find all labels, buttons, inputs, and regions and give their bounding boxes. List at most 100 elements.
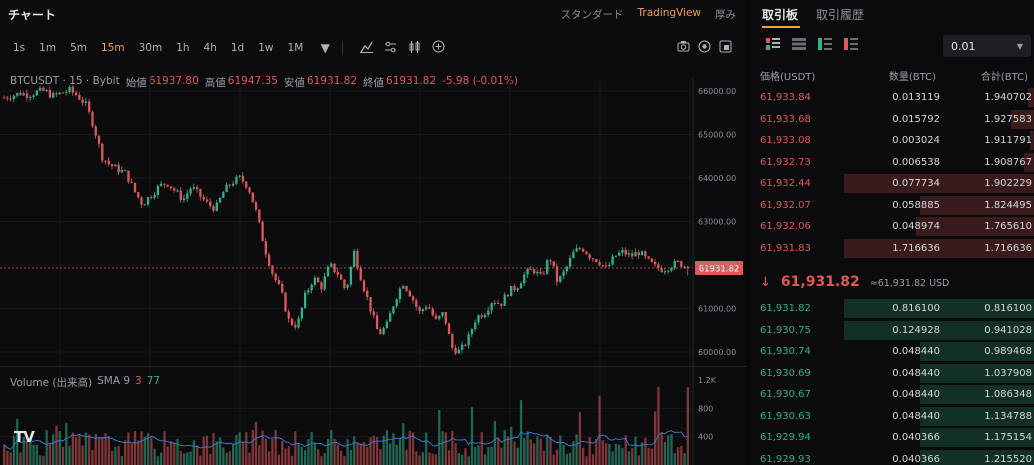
timeframe-4h[interactable]: 4h bbox=[203, 42, 217, 54]
volume-bar bbox=[539, 438, 542, 465]
candle-body bbox=[196, 187, 199, 190]
volume-bar bbox=[634, 436, 637, 465]
volume-bar bbox=[444, 432, 447, 465]
bid-row[interactable]: 61,930.74 0.048440 0.989468 bbox=[750, 342, 1034, 361]
view-bids-icon[interactable] bbox=[818, 38, 832, 50]
timeframe-1w[interactable]: 1w bbox=[258, 42, 274, 54]
indicator-icon[interactable] bbox=[357, 41, 375, 56]
ask-row[interactable]: 61,932.73 0.006538 1.908767 bbox=[750, 152, 1034, 172]
volume-bar bbox=[457, 453, 461, 465]
ask-row[interactable]: 61,932.07 0.058885 1.824495 bbox=[750, 195, 1034, 215]
timeframe-5m[interactable]: 5m bbox=[70, 42, 87, 54]
candle-body bbox=[88, 101, 91, 112]
bid-row[interactable]: 61,930.69 0.048440 1.037908 bbox=[750, 363, 1034, 383]
candle-body bbox=[6, 97, 9, 99]
active-tab-underline bbox=[762, 26, 800, 28]
tab-depth[interactable]: 厚み bbox=[715, 9, 736, 21]
volume-bar bbox=[68, 445, 71, 465]
bid-row[interactable]: 61,930.63 0.048440 1.134788 bbox=[750, 406, 1034, 426]
volume-bar bbox=[290, 455, 294, 465]
volume-bar bbox=[130, 443, 133, 465]
header-total[interactable]: 合計(BTC) bbox=[980, 72, 1028, 83]
ask-total: 1.908767 bbox=[984, 156, 1032, 168]
ask-price: 61,933.84 bbox=[760, 92, 811, 103]
camera-icon[interactable] bbox=[677, 40, 690, 56]
volume-bar bbox=[493, 421, 497, 465]
view-both-icon[interactable] bbox=[766, 38, 780, 50]
settings-icon[interactable] bbox=[381, 41, 399, 56]
candle-body bbox=[438, 315, 441, 319]
bid-row[interactable]: 61,929.93 0.040366 1.215520 bbox=[750, 449, 1034, 465]
timeframe-1s[interactable]: 1s bbox=[13, 42, 26, 54]
timeframe-15m[interactable]: 15m bbox=[101, 42, 125, 54]
candle-body bbox=[660, 268, 663, 273]
candle-body bbox=[379, 329, 382, 335]
candle-body bbox=[510, 285, 513, 297]
chart-right-tools bbox=[677, 40, 732, 56]
candle-body bbox=[644, 251, 647, 257]
tab-tradingview[interactable]: TradingView bbox=[637, 7, 701, 19]
ask-row[interactable]: 61,932.44 0.077734 1.902229 bbox=[750, 174, 1034, 193]
candle-body bbox=[431, 308, 434, 316]
chevron-down-icon[interactable]: ▼ bbox=[320, 41, 330, 55]
volume-bar bbox=[402, 423, 405, 465]
bid-row[interactable]: 61,930.75 0.124928 0.941028 bbox=[750, 320, 1034, 340]
ask-total: 1.824495 bbox=[984, 199, 1032, 211]
tab-trade-history[interactable]: 取引履歴 bbox=[816, 8, 865, 22]
timeframe-1m[interactable]: 1m bbox=[39, 42, 57, 54]
bid-depth-bar bbox=[920, 406, 1034, 426]
timeframe-1h[interactable]: 1h bbox=[176, 42, 190, 54]
view-asks-icon[interactable] bbox=[844, 38, 858, 50]
volume-bar bbox=[52, 434, 55, 465]
timeframe-1M[interactable]: 1M bbox=[287, 42, 304, 54]
price-chart[interactable]: 61931.82 66000.00 65000.00 64000.00 63000.00… bbox=[0, 78, 746, 465]
volume-bar bbox=[618, 444, 621, 465]
bid-row[interactable]: 61,929.94 0.040366 1.175154 bbox=[750, 428, 1034, 447]
candle-body bbox=[506, 294, 510, 297]
candle-body bbox=[676, 260, 680, 262]
volume-bar bbox=[346, 439, 349, 465]
volume-bar bbox=[568, 452, 572, 465]
volume-bar bbox=[143, 436, 146, 465]
ask-row[interactable]: 61,933.84 0.013119 1.940702 bbox=[750, 88, 1034, 107]
ask-row[interactable]: 61,933.68 0.015792 1.927583 bbox=[750, 109, 1034, 129]
volume-bar bbox=[58, 431, 61, 465]
ask-row[interactable]: 61,932.06 0.048974 1.765610 bbox=[750, 217, 1034, 236]
last-price: 61,931.82 bbox=[780, 274, 860, 290]
plus-icon[interactable] bbox=[429, 40, 447, 56]
bid-row[interactable]: 61,931.82 0.816100 0.816100 bbox=[750, 299, 1034, 318]
volume-bar bbox=[559, 435, 562, 465]
candles-icon[interactable] bbox=[405, 40, 423, 56]
chevron-down-icon: ▼ bbox=[1016, 41, 1023, 51]
candle-body bbox=[650, 258, 654, 263]
tab-standard[interactable]: スタンダード bbox=[560, 9, 624, 21]
volume-bar bbox=[532, 443, 536, 465]
bid-qty: 0.048440 bbox=[892, 389, 940, 400]
volume-bar bbox=[379, 449, 382, 465]
candle-body bbox=[411, 296, 415, 301]
candle-body bbox=[559, 276, 562, 282]
timeframe-1d[interactable]: 1d bbox=[230, 42, 245, 54]
volume-bar bbox=[506, 436, 510, 465]
timeframe-30m[interactable]: 30m bbox=[138, 42, 163, 54]
target-icon[interactable] bbox=[698, 40, 711, 56]
volume-bar bbox=[199, 455, 202, 465]
fullscreen-icon[interactable] bbox=[719, 40, 732, 56]
volume-bar bbox=[267, 451, 271, 465]
candle-body bbox=[68, 86, 71, 92]
view-grid-icon[interactable] bbox=[792, 38, 806, 50]
ask-row[interactable]: 61,931.83 1.716636 1.716636 bbox=[750, 238, 1034, 258]
bid-row[interactable]: 61,930.67 0.048440 1.086348 bbox=[750, 385, 1034, 404]
ask-row[interactable]: 61,933.08 0.003024 1.911791 bbox=[750, 131, 1034, 150]
candle-body bbox=[173, 188, 176, 191]
volume-bar bbox=[215, 441, 218, 465]
volume-bar bbox=[474, 447, 477, 465]
precision-select[interactable]: 0.01 ▼ bbox=[943, 35, 1031, 57]
candle-body bbox=[418, 306, 421, 312]
volume-bar bbox=[307, 439, 310, 465]
volume-bar bbox=[591, 454, 595, 465]
volume-bar bbox=[631, 448, 634, 465]
tab-orderbook[interactable]: 取引板 bbox=[762, 8, 799, 22]
volume-value-1: 3 bbox=[135, 375, 142, 387]
candle-body bbox=[182, 198, 186, 201]
